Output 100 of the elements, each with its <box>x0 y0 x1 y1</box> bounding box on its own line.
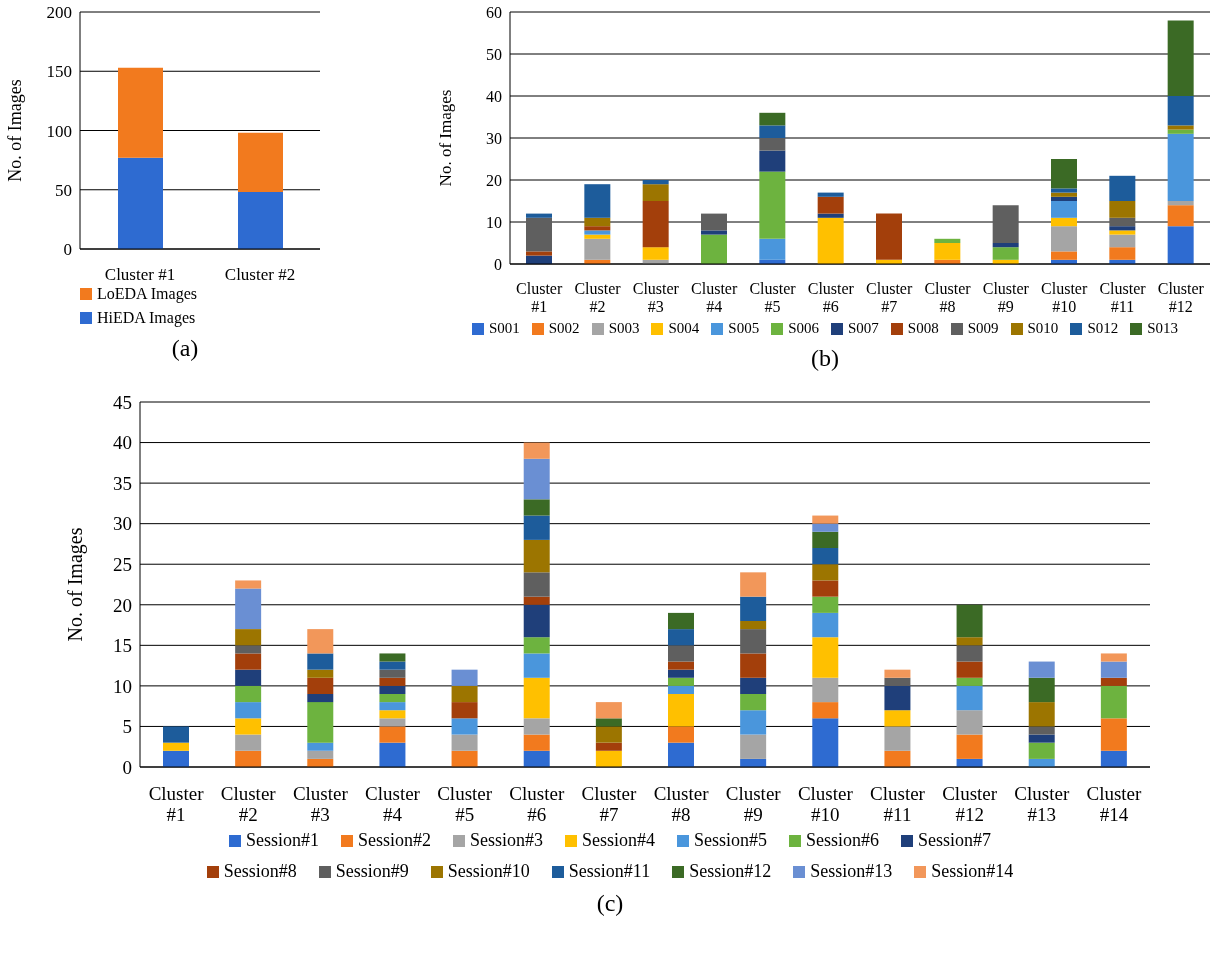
bar <box>1051 217 1077 227</box>
bar <box>1167 205 1194 227</box>
bar <box>740 596 767 621</box>
bar <box>379 742 406 767</box>
bar <box>523 653 550 678</box>
bar <box>307 629 334 654</box>
legend-label: S004 <box>668 320 700 337</box>
bar <box>701 234 727 264</box>
bar <box>523 637 550 654</box>
y-tick-label: 200 <box>46 3 72 23</box>
bar <box>812 515 839 524</box>
bar <box>812 548 839 565</box>
bar <box>523 458 550 500</box>
legend-label: Session#14 <box>931 861 1014 882</box>
bar <box>451 750 478 767</box>
bar <box>595 718 622 727</box>
x-tick-label: Cluster #7 <box>866 280 913 315</box>
x-tick-label: Cluster #6 <box>509 783 565 825</box>
bar <box>1100 677 1127 686</box>
bar <box>379 718 406 727</box>
legend-label: Session#8 <box>223 861 297 882</box>
bar <box>523 677 550 719</box>
bar <box>1109 175 1136 201</box>
bar <box>740 572 767 597</box>
bar <box>1100 750 1127 767</box>
legend-label: S007 <box>848 320 879 337</box>
bar <box>163 726 189 743</box>
bar <box>817 196 844 214</box>
bar <box>235 580 262 589</box>
bar <box>379 694 406 703</box>
legend-label: Session#1 <box>245 830 319 851</box>
bar <box>1167 133 1194 201</box>
bar <box>523 572 550 597</box>
bar <box>884 677 911 686</box>
bar <box>1167 201 1194 206</box>
legend-label: LoEDA Images <box>97 285 197 303</box>
bar <box>235 702 262 719</box>
bar <box>238 132 283 193</box>
bar <box>884 669 911 678</box>
x-tick-label: Cluster #12 <box>942 783 998 825</box>
x-tick-label: Cluster #14 <box>1086 783 1143 825</box>
bar <box>812 580 839 597</box>
bar <box>523 750 550 767</box>
bar <box>235 718 262 735</box>
bar <box>876 213 902 260</box>
bar <box>307 702 334 743</box>
text: (a) <box>170 335 200 362</box>
y-tick-label: 50 <box>55 180 72 200</box>
bar <box>379 669 406 678</box>
bar <box>642 247 669 260</box>
bar <box>1109 247 1136 260</box>
legend-label: S001 <box>488 320 520 337</box>
bar <box>595 702 622 719</box>
y-tick-label: 25 <box>113 553 132 575</box>
bar <box>523 515 550 540</box>
bar <box>523 604 550 638</box>
y-tick-label: 100 <box>46 121 72 141</box>
x-tick-label: Cluster #4 <box>365 783 421 825</box>
legend-label: S002 <box>548 320 580 337</box>
y-tick-label: 20 <box>486 171 502 189</box>
x-tick-label: Cluster #9 <box>982 280 1030 315</box>
y-tick-label: 150 <box>46 62 72 82</box>
bar <box>584 226 611 231</box>
bar <box>1109 217 1136 227</box>
x-tick-label: Cluster #2 <box>220 783 277 825</box>
bar <box>956 677 983 686</box>
bar <box>526 213 552 218</box>
x-tick-label: Cluster #5 <box>749 280 797 315</box>
bar <box>956 637 983 646</box>
bar <box>812 718 839 767</box>
bar <box>956 604 983 638</box>
bar <box>163 750 189 767</box>
bar <box>235 734 262 751</box>
x-tick-label: Cluster #3 <box>292 783 349 825</box>
x-tick-label: Cluster #12 <box>1157 280 1205 315</box>
bar <box>451 734 478 751</box>
bar <box>584 230 611 235</box>
bar <box>812 677 839 703</box>
bar <box>759 138 786 151</box>
y-tick-label: 15 <box>113 635 132 657</box>
bar <box>526 251 552 256</box>
x-tick-label: Cluster #10 <box>797 783 854 825</box>
legend-label: Session#3 <box>469 830 543 851</box>
bar <box>740 653 767 678</box>
x-tick-label: Cluster #2 <box>574 280 622 315</box>
bar <box>759 150 786 172</box>
bar <box>701 230 727 235</box>
bar <box>759 171 786 239</box>
bar <box>992 205 1019 243</box>
legend-label: S012 <box>1087 320 1119 337</box>
x-tick-label: Cluster #7 <box>581 783 638 825</box>
bar <box>812 531 839 548</box>
x-tick-label: Cluster #13 <box>1014 783 1070 825</box>
bar <box>642 184 669 201</box>
bar <box>1167 125 1194 130</box>
x-tick-label: Cluster #1 <box>516 280 563 315</box>
bar <box>1051 201 1077 218</box>
bar <box>307 677 334 694</box>
bar <box>379 685 406 694</box>
y-tick-label: 30 <box>113 513 132 535</box>
